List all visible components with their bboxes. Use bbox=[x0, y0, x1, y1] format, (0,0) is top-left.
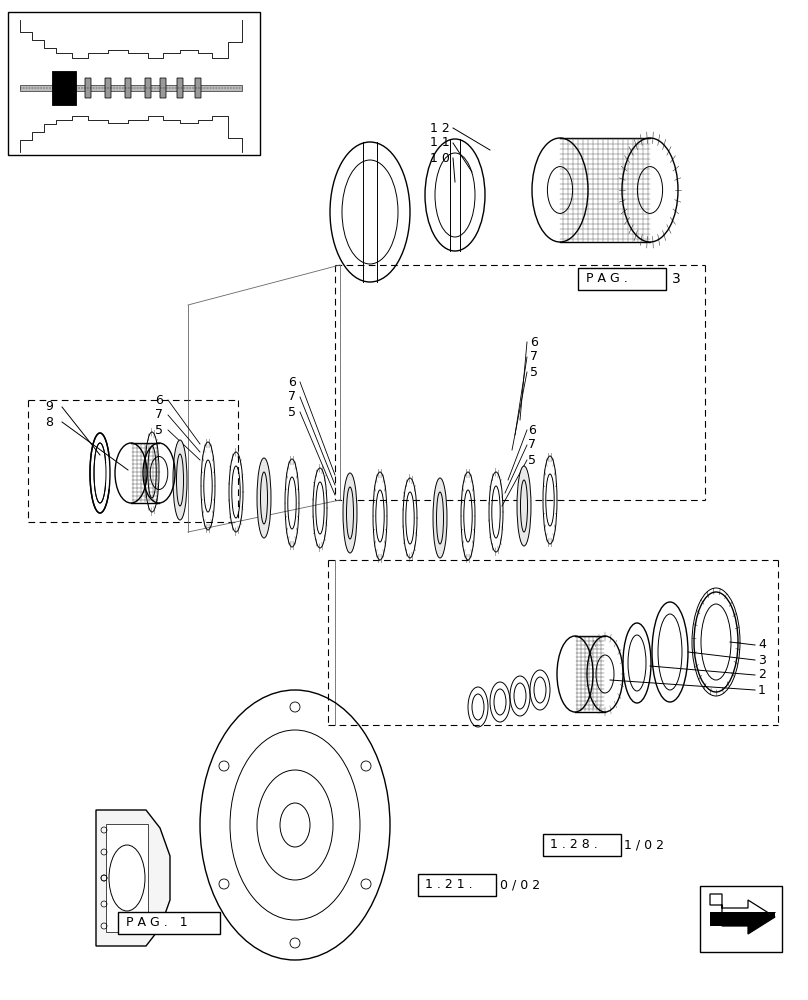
Text: 7: 7 bbox=[155, 408, 163, 422]
Bar bbox=[160, 78, 166, 98]
Bar bbox=[85, 78, 91, 98]
Text: 6: 6 bbox=[530, 336, 538, 349]
Text: 7: 7 bbox=[288, 390, 296, 403]
Text: 1 1: 1 1 bbox=[430, 136, 450, 149]
Bar bbox=[177, 78, 183, 98]
Text: P A G .: P A G . bbox=[586, 272, 628, 286]
Text: 5: 5 bbox=[528, 454, 536, 466]
Ellipse shape bbox=[517, 466, 531, 546]
Text: 0 / 0 2: 0 / 0 2 bbox=[500, 879, 540, 892]
Bar bbox=[145, 78, 151, 98]
Text: 1 . 2 1 .: 1 . 2 1 . bbox=[425, 879, 473, 892]
Bar bbox=[177, 78, 183, 98]
Text: 7: 7 bbox=[530, 351, 538, 363]
Bar bbox=[543, 834, 621, 856]
Text: 1 / 0 2: 1 / 0 2 bbox=[624, 838, 664, 852]
Ellipse shape bbox=[433, 478, 447, 558]
Bar bbox=[20, 85, 242, 91]
Polygon shape bbox=[710, 912, 775, 934]
Ellipse shape bbox=[343, 473, 357, 553]
Bar bbox=[125, 78, 131, 98]
Text: 3: 3 bbox=[758, 654, 766, 666]
Bar bbox=[85, 78, 91, 98]
Bar bbox=[160, 78, 166, 98]
Text: 1 . 2 8 .: 1 . 2 8 . bbox=[550, 838, 598, 852]
Bar bbox=[105, 78, 111, 98]
Bar bbox=[8, 12, 260, 155]
Bar bbox=[195, 78, 201, 98]
Bar bbox=[578, 268, 666, 290]
Text: 1: 1 bbox=[758, 684, 766, 696]
Bar bbox=[106, 824, 148, 932]
Text: 5: 5 bbox=[530, 365, 538, 378]
Text: 7: 7 bbox=[528, 438, 536, 452]
Text: 9: 9 bbox=[45, 400, 53, 414]
Text: 1 0: 1 0 bbox=[430, 151, 450, 164]
Bar bbox=[118, 912, 220, 934]
Bar bbox=[418, 874, 496, 896]
Bar bbox=[195, 78, 201, 98]
Text: 8: 8 bbox=[45, 416, 53, 428]
Ellipse shape bbox=[257, 458, 271, 538]
Text: P A G .   1: P A G . 1 bbox=[126, 916, 187, 930]
Text: 2: 2 bbox=[758, 668, 766, 682]
Bar bbox=[700, 886, 782, 952]
Text: 4: 4 bbox=[758, 639, 766, 652]
Text: 6: 6 bbox=[155, 393, 163, 406]
Text: 5: 5 bbox=[155, 424, 163, 436]
Bar bbox=[105, 78, 111, 98]
Text: 6: 6 bbox=[528, 424, 536, 436]
Ellipse shape bbox=[173, 440, 187, 520]
Text: 3: 3 bbox=[672, 272, 681, 286]
Bar bbox=[145, 78, 151, 98]
Text: 1 2: 1 2 bbox=[430, 121, 450, 134]
Text: 5: 5 bbox=[288, 406, 296, 418]
Bar bbox=[125, 78, 131, 98]
Polygon shape bbox=[96, 810, 170, 946]
Bar bbox=[52, 71, 76, 105]
Text: 6: 6 bbox=[288, 375, 296, 388]
